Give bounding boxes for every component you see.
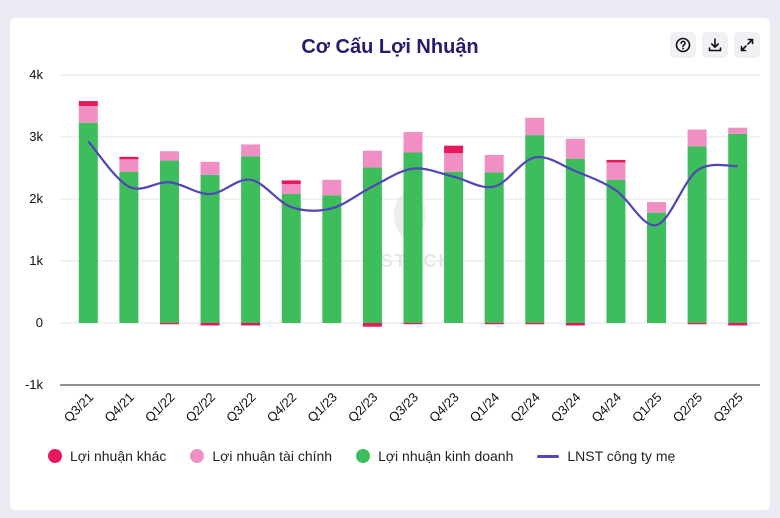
bar-kinhdoanh bbox=[444, 171, 464, 323]
y-tick-label: -1k bbox=[25, 377, 44, 392]
x-tick-label: Q3/22 bbox=[223, 390, 259, 426]
bar-khac bbox=[525, 323, 545, 325]
x-tick-label: Q4/22 bbox=[264, 390, 300, 426]
bar-khac bbox=[78, 101, 98, 106]
bar-kinhdoanh bbox=[78, 122, 98, 324]
x-tick-label: Q3/21 bbox=[61, 390, 97, 426]
expand-button[interactable] bbox=[734, 32, 760, 58]
bar-kinhdoanh bbox=[159, 160, 179, 323]
x-tick-label: Q3/25 bbox=[710, 390, 746, 426]
bar-kinhdoanh bbox=[565, 158, 585, 323]
bar-khac bbox=[403, 323, 423, 325]
bar-kinhdoanh bbox=[606, 179, 626, 323]
x-tick-label: Q3/23 bbox=[385, 390, 421, 426]
bar-taichinh bbox=[565, 138, 585, 159]
bar-taichinh bbox=[647, 202, 667, 213]
legend-label-khac: Lợi nhuận khác bbox=[70, 448, 167, 464]
y-tick-label: 1k bbox=[29, 253, 43, 268]
legend-item-taichinh[interactable]: Lợi nhuận tài chính bbox=[190, 448, 332, 464]
bar-taichinh bbox=[525, 117, 545, 136]
bar-kinhdoanh bbox=[200, 174, 220, 323]
x-tick-label: Q1/25 bbox=[629, 390, 665, 426]
x-tick-label: Q4/24 bbox=[588, 390, 624, 426]
bar-taichinh bbox=[403, 132, 423, 153]
legend-label-kinhdoanh: Lợi nhuận kinh doanh bbox=[378, 448, 514, 464]
x-tick-label: Q3/24 bbox=[548, 390, 584, 426]
lnst-line bbox=[87, 140, 738, 227]
legend-swatch-taichinh bbox=[190, 449, 205, 463]
bar-taichinh bbox=[200, 161, 220, 175]
bar-khac bbox=[565, 323, 585, 326]
x-tick-label: Q2/22 bbox=[183, 390, 219, 426]
bar-kinhdoanh bbox=[281, 194, 301, 323]
bar-taichinh bbox=[362, 150, 382, 168]
x-tick-label: Q4/21 bbox=[101, 390, 137, 426]
chart-title: Cơ Cấu Lợi Nhuận bbox=[301, 36, 479, 58]
bar-khac bbox=[159, 323, 179, 325]
x-tick-label: Q1/22 bbox=[142, 390, 178, 426]
bar-khac bbox=[200, 323, 220, 326]
download-button[interactable] bbox=[702, 32, 728, 58]
bar-taichinh bbox=[281, 184, 301, 195]
x-tick-label: Q2/25 bbox=[670, 390, 706, 426]
y-tick-label: 4k bbox=[29, 67, 43, 82]
bar-khac bbox=[484, 323, 504, 325]
bar-kinhdoanh bbox=[403, 152, 423, 323]
bar-khac bbox=[728, 323, 748, 326]
bar-taichinh bbox=[78, 106, 98, 123]
bar-taichinh bbox=[241, 144, 261, 157]
bar-khac bbox=[606, 159, 626, 163]
x-tick-label: Q2/24 bbox=[507, 390, 543, 426]
bar-kinhdoanh bbox=[728, 133, 748, 323]
x-tick-label: Q2/23 bbox=[345, 390, 381, 426]
legend-swatch-kinhdoanh bbox=[356, 449, 371, 463]
bar-taichinh bbox=[484, 154, 504, 173]
y-tick-label: 0 bbox=[36, 315, 43, 330]
bar-khac bbox=[241, 323, 261, 326]
bar-taichinh bbox=[728, 127, 748, 134]
download-icon bbox=[708, 38, 722, 52]
bar-khac bbox=[362, 323, 382, 327]
chart-legend: Lợi nhuận khác Lợi nhuận tài chính Lợi n… bbox=[48, 448, 675, 464]
bar-khac bbox=[281, 180, 301, 185]
legend-swatch-khac bbox=[48, 449, 62, 463]
legend-item-kinhdoanh[interactable]: Lợi nhuận kinh doanh bbox=[356, 448, 513, 464]
bar-kinhdoanh bbox=[687, 146, 707, 323]
x-tick-label: Q1/24 bbox=[467, 390, 503, 426]
expand-icon bbox=[740, 38, 754, 52]
bar-kinhdoanh bbox=[241, 156, 261, 323]
bar-kinhdoanh bbox=[484, 172, 504, 323]
bar-kinhdoanh bbox=[647, 212, 667, 323]
bar-taichinh bbox=[606, 162, 626, 180]
bar-kinhdoanh bbox=[322, 195, 342, 323]
legend-label-lnst: LNST công ty mẹ bbox=[567, 448, 676, 464]
bar-kinhdoanh bbox=[119, 171, 139, 323]
bar-khac bbox=[119, 156, 139, 160]
bar-kinhdoanh bbox=[362, 167, 382, 323]
legend-item-lnst[interactable]: LNST công ty mẹ bbox=[537, 448, 675, 464]
bar-khac bbox=[444, 145, 464, 154]
bar-taichinh bbox=[444, 153, 464, 172]
bar-kinhdoanh bbox=[525, 135, 545, 323]
bar-khac bbox=[687, 323, 707, 325]
x-tick-label: Q1/23 bbox=[304, 390, 340, 426]
legend-label-taichinh: Lợi nhuận tài chính bbox=[212, 448, 333, 464]
bar-taichinh bbox=[687, 129, 707, 147]
help-circle-icon bbox=[675, 37, 691, 53]
x-tick-label: Q4/23 bbox=[426, 390, 462, 426]
legend-swatch-lnst bbox=[537, 454, 560, 458]
legend-item-khac[interactable]: Lợi nhuận khác bbox=[48, 448, 166, 464]
y-tick-label: 3k bbox=[29, 129, 43, 144]
bar-taichinh bbox=[322, 179, 342, 196]
help-button[interactable] bbox=[670, 32, 696, 58]
chart-toolbar bbox=[670, 32, 760, 58]
bar-taichinh bbox=[159, 151, 179, 161]
y-tick-label: 2k bbox=[29, 191, 43, 206]
bar-taichinh bbox=[119, 159, 139, 172]
